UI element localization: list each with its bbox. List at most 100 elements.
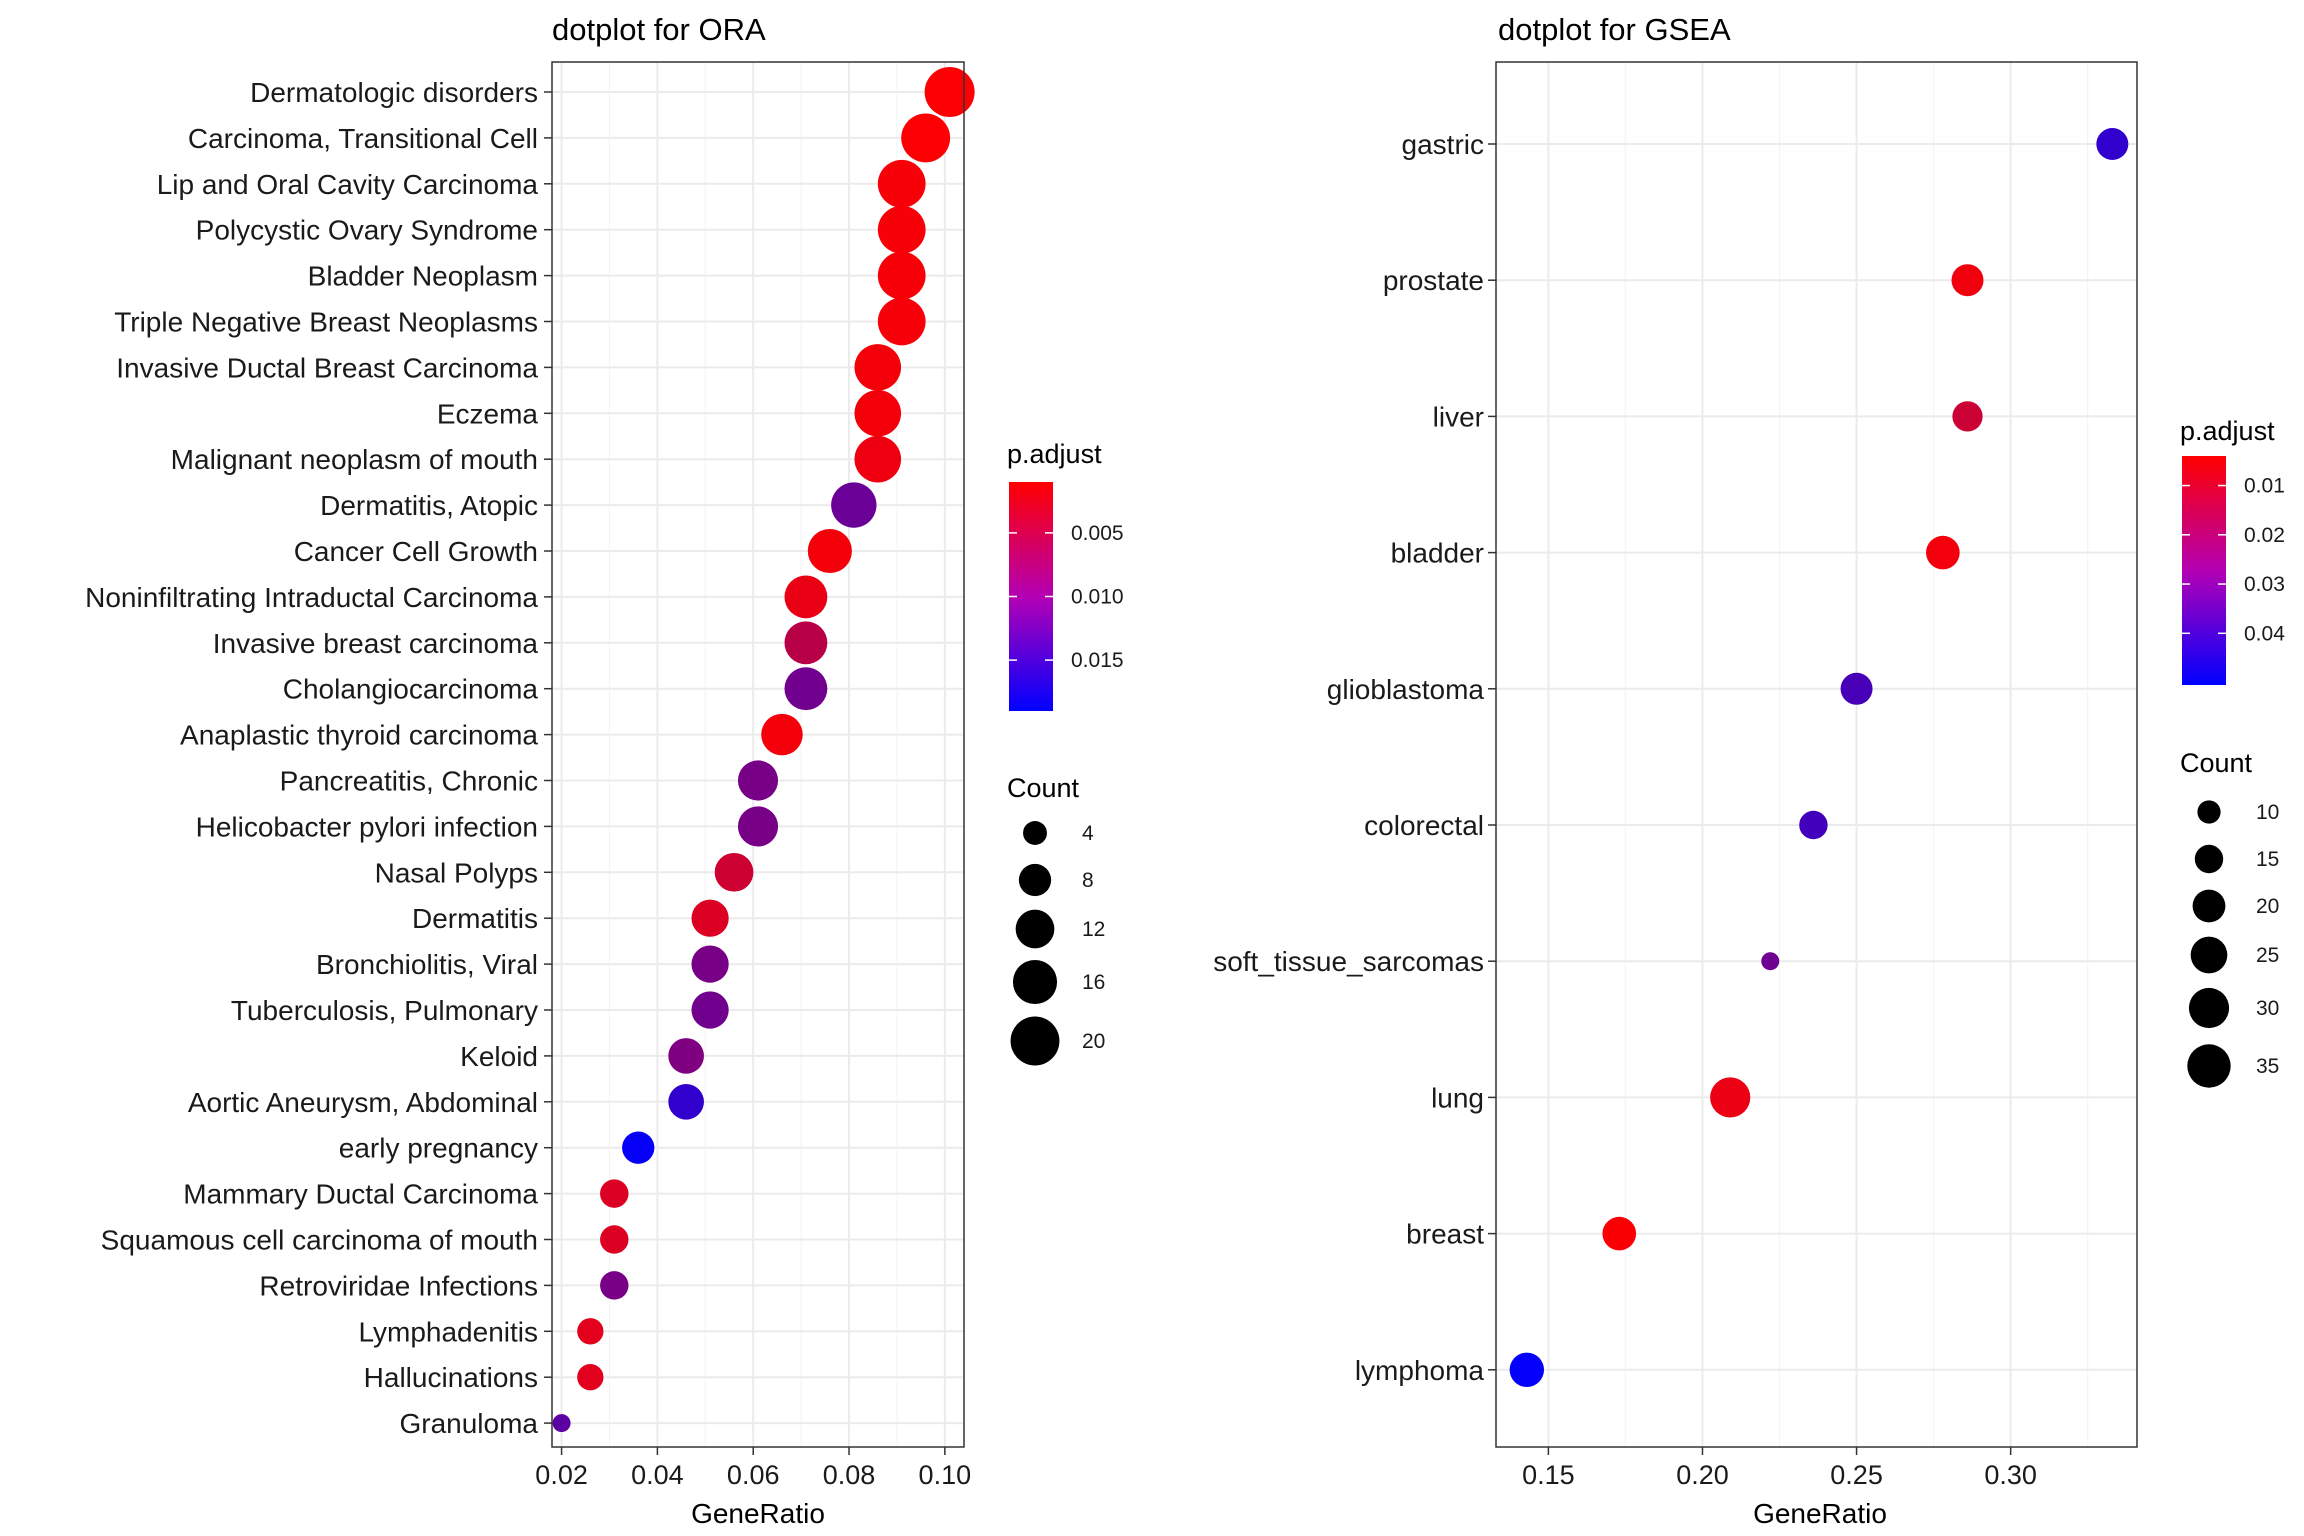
size-legend-label: 35 [2256, 1055, 2279, 1078]
size-legend-label: 8 [1082, 869, 1094, 892]
data-point [854, 344, 902, 391]
size-legend-dot [1023, 821, 1047, 845]
ora-color-legend-ticks: 0.005 0.010 0.015 [1009, 522, 1124, 672]
data-point [1509, 1352, 1545, 1388]
gsea-color-legend-ticks: 0.01 0.02 0.03 0.04 [2182, 475, 2285, 645]
data-point [807, 528, 852, 574]
y-tick-label: Helicobacter pylori infection [196, 811, 538, 842]
data-point [1926, 535, 1960, 570]
data-point [622, 1131, 655, 1164]
size-legend-dot [2190, 936, 2228, 974]
y-tick-label: Polycystic Ovary Syndrome [196, 215, 538, 246]
y-tick-label: Invasive breast carcinoma [213, 628, 539, 659]
gsea-color-legend-title: p.adjust [2180, 416, 2275, 446]
y-tick-label: Cancer Cell Growth [294, 536, 538, 567]
data-point [877, 159, 926, 208]
data-point [600, 1271, 629, 1300]
size-legend-dot [2187, 1044, 2231, 1088]
data-point [668, 1083, 704, 1120]
ora-x-axis-ticks: 0.02 0.04 0.06 0.08 0.10 [535, 1447, 971, 1490]
y-tick-label: colorectal [1364, 810, 1484, 841]
y-tick-label: Hallucinations [364, 1362, 538, 1393]
data-point [877, 251, 926, 300]
ora-y-axis-labels: Dermatologic disorders Carcinoma, Transit… [85, 77, 552, 1439]
data-point [577, 1318, 604, 1345]
ora-plot-border [551, 61, 965, 1448]
gsea-dotplot: dotplot for GSEA gastric prostate liver bla… [1213, 12, 2285, 1529]
ora-color-legend-title: p.adjust [1007, 439, 1102, 469]
y-tick-label: Malignant neoplasm of mouth [171, 444, 538, 475]
gsea-x-axis-ticks: 0.15 0.20 0.25 0.30 [1522, 1447, 2037, 1490]
data-point [784, 621, 828, 665]
data-point [668, 1038, 704, 1074]
color-legend-label: 0.010 [1071, 586, 1124, 609]
data-point [1799, 810, 1828, 840]
size-legend-label: 25 [2256, 944, 2279, 967]
data-point [877, 297, 926, 346]
y-tick-label: Granuloma [399, 1408, 538, 1439]
color-legend-label: 0.04 [2244, 622, 2285, 645]
y-tick-label: Noninfiltrating Intraductal Carcinoma [85, 582, 538, 613]
data-point [1602, 1216, 1637, 1251]
gsea-size-legend: 10 15 20 25 30 35 [2187, 800, 2279, 1088]
data-point [737, 760, 779, 801]
x-tick-label: 0.06 [727, 1460, 780, 1490]
gsea-plot-background [1496, 62, 2137, 1447]
data-point [552, 1414, 571, 1433]
ora-size-legend: 4 8 12 16 20 [1010, 821, 1105, 1066]
y-tick-label: lung [1431, 1082, 1484, 1113]
color-legend-label: 0.005 [1071, 522, 1124, 545]
color-legend-label: 0.01 [2244, 475, 2285, 498]
size-legend-label: 20 [2256, 895, 2279, 918]
y-tick-label: Cholangiocarcinoma [283, 674, 539, 705]
size-legend-label: 16 [1082, 971, 1105, 994]
data-point [877, 205, 926, 254]
y-tick-label: Retroviridae Infections [259, 1270, 538, 1301]
color-legend-label: 0.02 [2244, 524, 2285, 547]
y-tick-label: Lip and Oral Cavity Carcinoma [157, 169, 539, 200]
data-point [2096, 128, 2129, 160]
y-tick-label: Squamous cell carcinoma of mouth [101, 1225, 538, 1256]
ora-title: dotplot for ORA [552, 12, 766, 47]
y-tick-label: Triple Negative Breast Neoplasms [114, 307, 538, 338]
y-tick-label: Bladder Neoplasm [308, 261, 538, 292]
size-legend-dot [2188, 987, 2230, 1029]
x-tick-label: 0.25 [1830, 1460, 1883, 1490]
data-point [600, 1225, 629, 1254]
data-point [714, 852, 754, 892]
gsea-y-axis-labels: gastric prostate liver bladder glioblastoma c… [1213, 129, 1496, 1386]
size-legend-dot [2192, 889, 2226, 923]
gsea-title: dotplot for GSEA [1498, 12, 1731, 47]
size-legend-label: 10 [2256, 801, 2279, 824]
x-tick-label: 0.04 [631, 1460, 684, 1490]
color-legend-label: 0.015 [1071, 649, 1124, 672]
size-legend-label: 20 [1082, 1030, 1105, 1053]
y-tick-label: soft_tissue_sarcomas [1213, 946, 1484, 977]
y-tick-label: Mammary Ductal Carcinoma [183, 1179, 538, 1210]
data-point [691, 945, 729, 983]
x-tick-label: 0.08 [823, 1460, 876, 1490]
size-legend-dot [2194, 844, 2224, 874]
y-tick-label: glioblastoma [1327, 674, 1485, 705]
y-tick-label: Nasal Polyps [375, 857, 538, 888]
data-point [691, 991, 729, 1029]
x-tick-label: 0.15 [1522, 1460, 1575, 1490]
data-point [854, 390, 902, 437]
gsea-gridlines [1496, 62, 2137, 1447]
data-point [784, 667, 828, 711]
y-tick-label: Tuberculosis, Pulmonary [231, 995, 538, 1026]
y-tick-label: Eczema [437, 398, 539, 429]
y-tick-label: lymphoma [1355, 1355, 1485, 1386]
size-legend-dot [1010, 1016, 1060, 1066]
data-point [1840, 672, 1873, 705]
size-legend-label: 15 [2256, 848, 2279, 871]
x-tick-label: 0.02 [535, 1460, 588, 1490]
y-tick-label: Bronchiolitis, Viral [316, 949, 538, 980]
y-tick-label: Dermatitis, Atopic [320, 490, 538, 521]
y-tick-label: gastric [1402, 129, 1484, 160]
data-point [854, 435, 902, 483]
data-point [1951, 264, 1984, 297]
x-tick-label: 0.20 [1676, 1460, 1729, 1490]
data-point [831, 482, 877, 528]
